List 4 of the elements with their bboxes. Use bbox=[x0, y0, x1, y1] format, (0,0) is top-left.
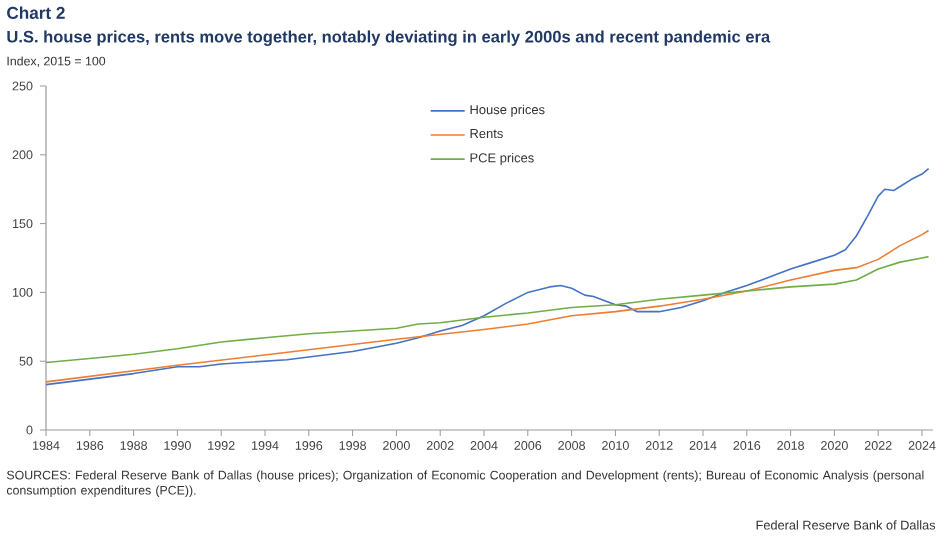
chart-title: Chart 2 bbox=[7, 6, 65, 19]
chart-subtitle: U.S. house prices, rents move together, notably deviating in early 2000s and recent pandemic era bbox=[7, 30, 771, 46]
line-series bbox=[45, 255, 930, 364]
line-series bbox=[45, 229, 930, 383]
